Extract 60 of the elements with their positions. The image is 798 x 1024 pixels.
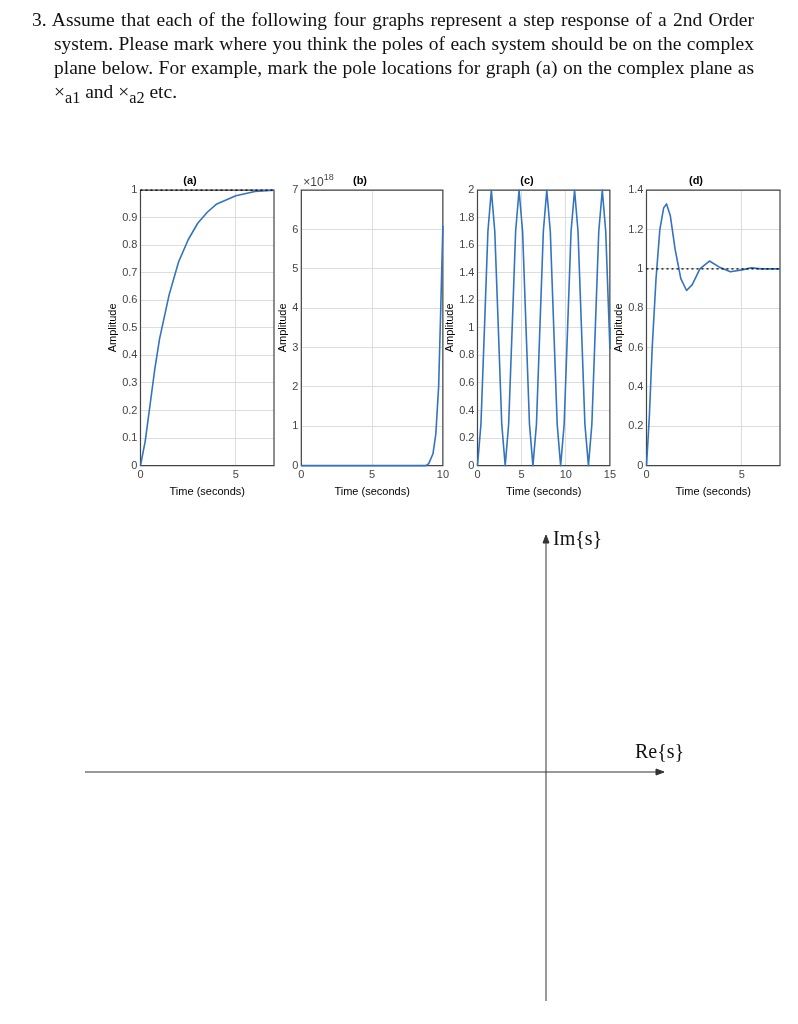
- x-tick-label: 5: [738, 468, 745, 481]
- y-tick-label: 0.6: [459, 376, 475, 389]
- x-tick-label: 10: [559, 468, 572, 481]
- y-tick-label: 1: [292, 419, 299, 432]
- y-tick-label: 1.4: [459, 265, 475, 278]
- y-tick-label: 1: [131, 183, 138, 196]
- y-tick-label: 5: [292, 261, 299, 274]
- chart-title: (b): [352, 173, 368, 186]
- y-axis-title: Amplitude: [442, 303, 455, 353]
- y-tick-label: 0.1: [122, 431, 138, 444]
- x-axis-title: Time (seconds): [169, 485, 245, 498]
- y-tick-label: 0.9: [122, 210, 138, 223]
- y-tick-label: 0.2: [459, 431, 475, 444]
- text: 3. Assume that each of the following four graphs represent a step response of a 2nd Order system. Please mark where you think the poles of each system should be on the complex plane below. For example, mark the pole locations for graph (a) on the complex plane as ×$_{a1}$ and ×$_{a2}$ etc.: [32, 8, 754, 109]
- x-axis-title: Time (seconds): [334, 485, 410, 498]
- y-tick-label: 1.6: [459, 238, 475, 251]
- y-tick-label: 0.2: [122, 403, 138, 416]
- y-tick-label: 7: [292, 183, 299, 196]
- y-tick-label: 0.3: [122, 376, 138, 389]
- y-tick-label: 0.4: [459, 403, 475, 416]
- y-tick-label: 3: [292, 340, 299, 353]
- y-axis-title: Amplitude: [105, 303, 118, 353]
- y-tick-label: 1.8: [459, 210, 475, 223]
- y-tick-label: 6: [292, 222, 299, 235]
- x-axis-title: Time (seconds): [675, 485, 751, 498]
- y-tick-label: 2: [468, 183, 475, 196]
- y-tick-label: 1: [637, 261, 644, 274]
- y-tick-label: 0.8: [459, 348, 475, 361]
- y-tick-label: 1.2: [459, 293, 475, 306]
- x-tick-label: 15: [603, 468, 617, 481]
- y-axis-title: Amplitude: [275, 303, 288, 353]
- chart-title: (a): [183, 173, 198, 186]
- y-tick-label: 1: [468, 320, 475, 333]
- y-axis-title: Amplitude: [611, 303, 624, 353]
- y-tick-label: 0: [292, 458, 299, 471]
- y-tick-label: 0.6: [122, 293, 138, 306]
- y-tick-label: 1.2: [628, 222, 644, 235]
- x-tick-label: 10: [436, 468, 450, 481]
- y-tick-label: 0.7: [122, 265, 138, 278]
- y-tick-label: 0.8: [122, 238, 138, 251]
- y-tick-label: 0: [131, 458, 138, 471]
- x-axis-title: Time (seconds): [505, 485, 582, 498]
- x-tick-label: 5: [518, 468, 525, 481]
- y-tick-label: 2: [292, 379, 299, 392]
- y-tick-label: 0.5: [122, 320, 138, 333]
- text: Im{s}: [553, 527, 603, 550]
- y-tick-label: 0.8: [628, 301, 644, 314]
- y-tick-label: 0.6: [628, 340, 644, 353]
- x-tick-label: 5: [232, 468, 239, 481]
- y-tick-label: 0.4: [122, 348, 138, 361]
- y-tick-label: 0.4: [628, 379, 644, 392]
- chart-title: (d): [688, 173, 704, 186]
- x-tick-label: 5: [369, 468, 376, 481]
- y-tick-label: 4: [292, 301, 299, 314]
- y-tick-label: 0: [468, 458, 475, 471]
- y-tick-label: 1.4: [628, 183, 644, 196]
- y-tick-label: 0: [637, 458, 644, 471]
- text: Re{s}: [635, 740, 685, 763]
- chart-title: (c): [520, 173, 535, 186]
- y-tick-label: 0.2: [628, 419, 644, 432]
